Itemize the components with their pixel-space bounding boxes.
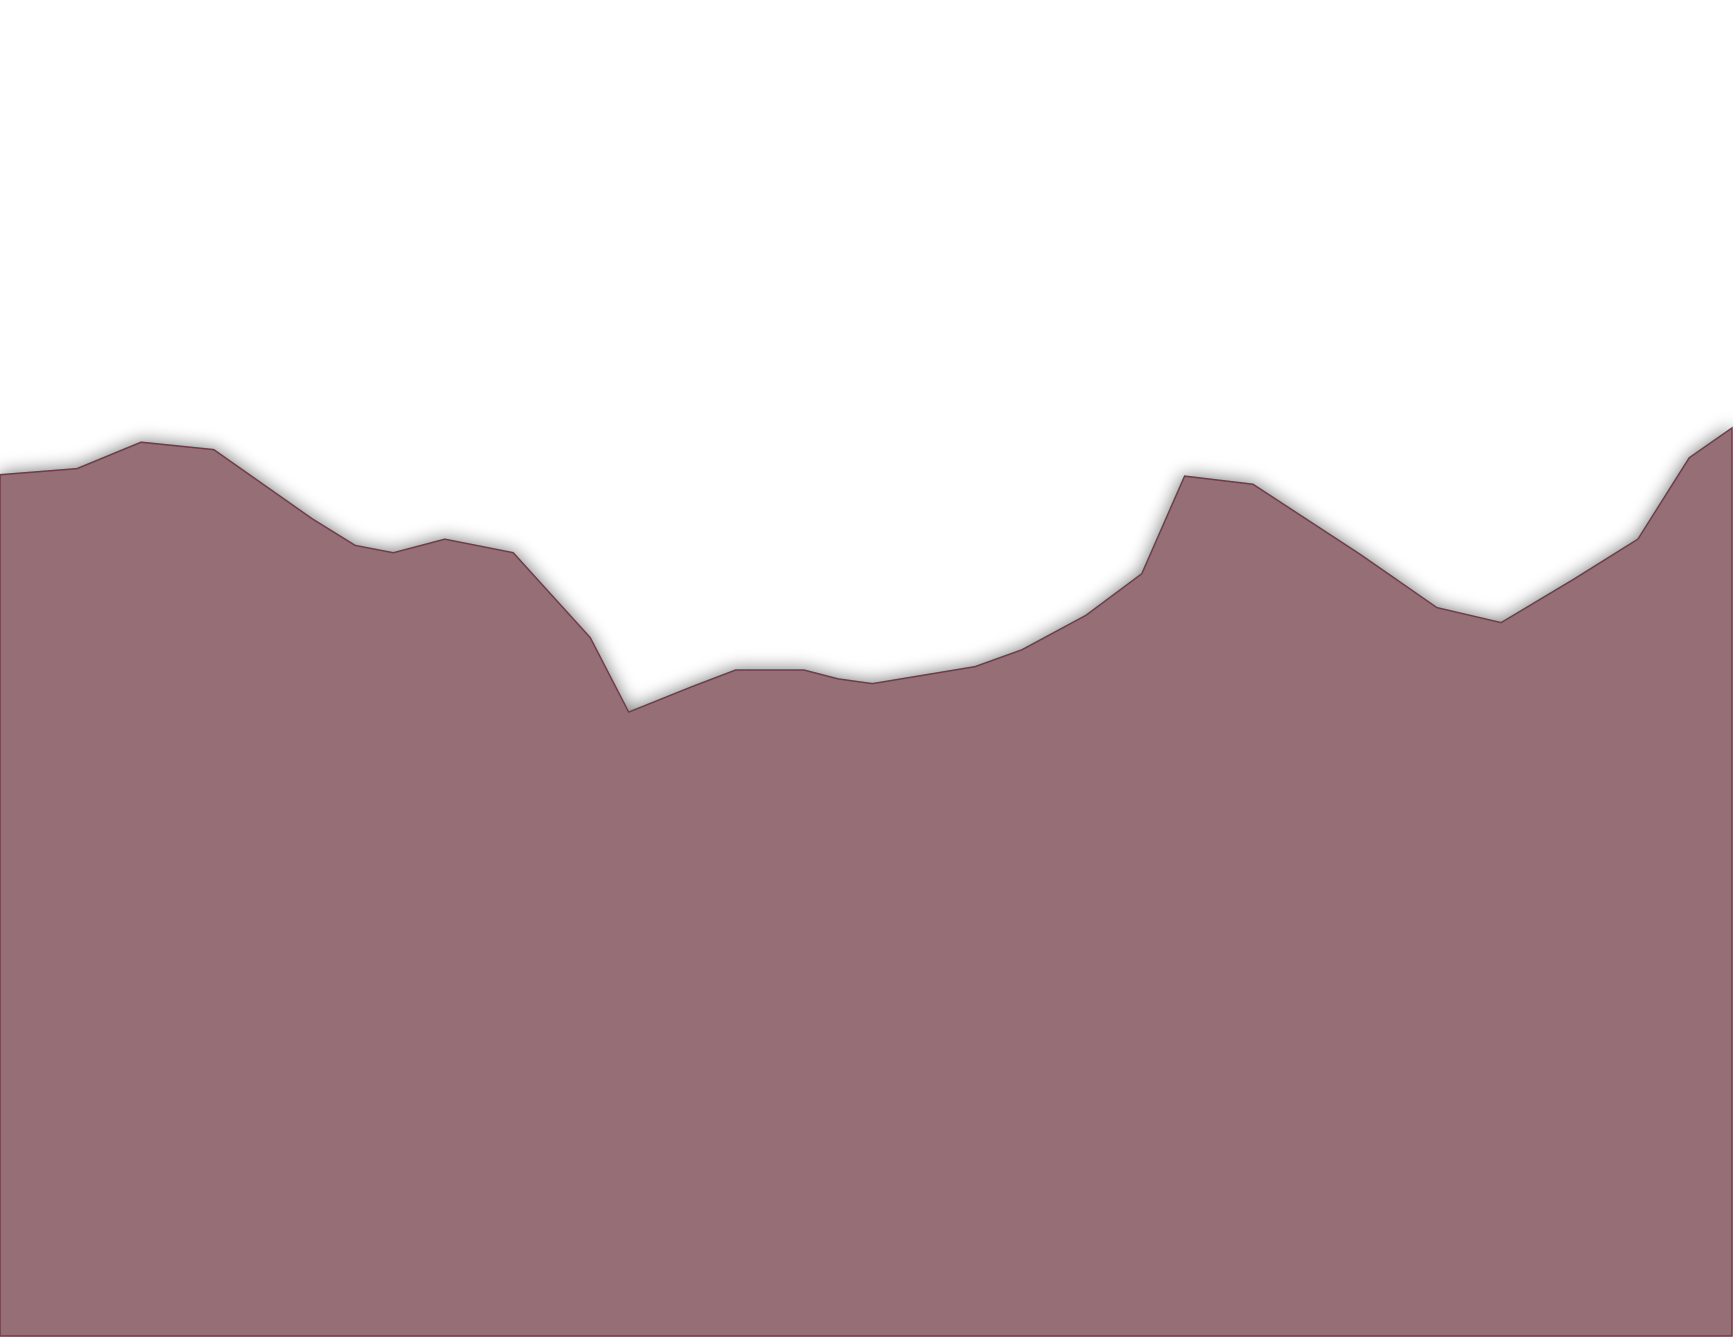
area-series (0, 426, 1733, 1337)
plot-layer (0, 426, 1733, 1337)
